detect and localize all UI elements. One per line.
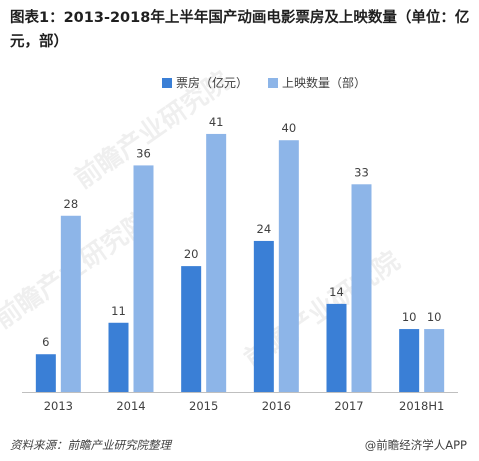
bar-releases-2018H1 [424, 329, 445, 392]
data-label-releases-2016: 40 [282, 121, 297, 135]
bar-box-office-2015 [181, 266, 202, 392]
legend-label-box-office: 票房（亿元） [176, 76, 249, 90]
data-label-box-office-2017: 14 [329, 285, 344, 299]
data-label-box-office-2016: 24 [257, 222, 272, 236]
data-label-releases-2018H1: 10 [427, 310, 442, 324]
x-tick-label-2016: 2016 [262, 399, 291, 413]
x-tick-label-2014: 2014 [116, 399, 145, 413]
bar-box-office-2018H1 [399, 329, 420, 392]
legend-item-releases: 上映数量（部） [268, 74, 366, 91]
legend-swatch-box-office [162, 77, 172, 88]
data-label-box-office-2018H1: 10 [402, 310, 417, 324]
bar-releases-2013 [60, 215, 81, 392]
x-tick-label-2017: 2017 [334, 399, 363, 413]
bar-box-office-2016 [253, 240, 274, 392]
legend-swatch-releases [268, 77, 278, 88]
bar-releases-2014 [133, 165, 154, 392]
bar-releases-2015 [206, 133, 227, 392]
legend: 票房（亿元） 上映数量（部） [0, 74, 479, 90]
data-label-releases-2014: 36 [136, 146, 151, 160]
x-tick-label-2013: 2013 [44, 399, 73, 413]
data-label-releases-2013: 28 [64, 197, 79, 211]
bar-box-office-2014 [108, 322, 129, 392]
bar-releases-2016 [278, 140, 299, 392]
data-label-box-office-2013: 6 [42, 335, 49, 349]
bar-box-office-2017 [326, 303, 347, 392]
data-label-releases-2017: 33 [354, 165, 369, 179]
bar-releases-2017 [351, 184, 372, 392]
legend-label-releases: 上映数量（部） [282, 76, 367, 90]
brand-credit: @前瞻经济学人APP [364, 438, 467, 452]
x-tick-label-2015: 2015 [189, 399, 218, 413]
x-tick-label-2018H1: 2018H1 [399, 399, 444, 413]
legend-item-box-office: 票房（亿元） [162, 74, 248, 91]
data-label-box-office-2014: 11 [111, 304, 126, 318]
bar-box-office-2013 [35, 354, 56, 392]
chart-title: 图表1：2013-2018年上半年国产动画电影票房及上映数量（单位：亿元，部） [10, 10, 470, 50]
data-label-box-office-2015: 20 [184, 247, 199, 261]
data-label-releases-2015: 41 [209, 115, 224, 129]
source-note: 资料来源：前瞻产业研究院整理 [10, 438, 171, 452]
